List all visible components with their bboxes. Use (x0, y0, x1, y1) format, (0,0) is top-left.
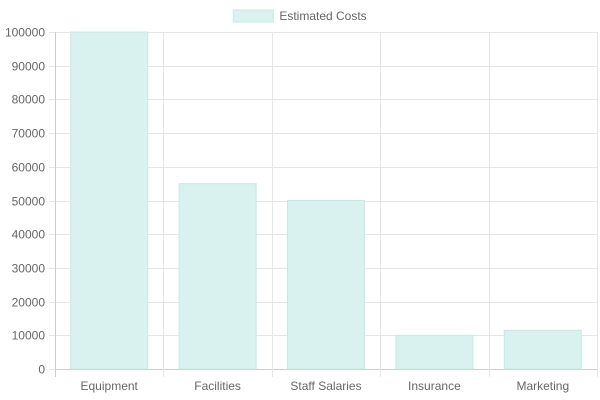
bar-equipment[interactable] (70, 31, 149, 370)
y-tick-label: 40000 (12, 228, 46, 242)
x-tick-label: Insurance (408, 379, 461, 393)
y-tick-label: 70000 (12, 127, 46, 141)
x-tick-label: Equipment (81, 379, 139, 393)
y-tick-label: 0 (38, 363, 45, 377)
bar-staff-salaries[interactable] (287, 200, 365, 370)
legend[interactable]: Estimated Costs (232, 9, 367, 23)
y-tick-label: 90000 (12, 60, 46, 74)
y-tick-label: 80000 (12, 93, 46, 107)
y-tick-label: 60000 (12, 161, 46, 175)
legend-label[interactable]: Estimated Costs (279, 9, 366, 23)
bar-facilities[interactable] (178, 183, 257, 370)
x-tick-label: Facilities (194, 379, 241, 393)
bar-insurance[interactable] (395, 334, 474, 370)
x-tick-label: Staff Salaries (290, 379, 361, 393)
axes: 0 10000 20000 30000 40000 50000 60000 70000 8000… (5, 26, 569, 394)
bar-marketing[interactable] (503, 329, 582, 370)
legend-swatch[interactable] (232, 9, 274, 23)
y-tick-label: 100000 (5, 26, 45, 40)
y-tick-label: 50000 (12, 195, 46, 209)
y-tick-label: 30000 (12, 262, 46, 276)
y-tick-label: 10000 (12, 329, 46, 343)
bars (70, 31, 582, 370)
y-tick-label: 20000 (12, 296, 46, 310)
x-tick-label: Marketing (516, 379, 569, 393)
